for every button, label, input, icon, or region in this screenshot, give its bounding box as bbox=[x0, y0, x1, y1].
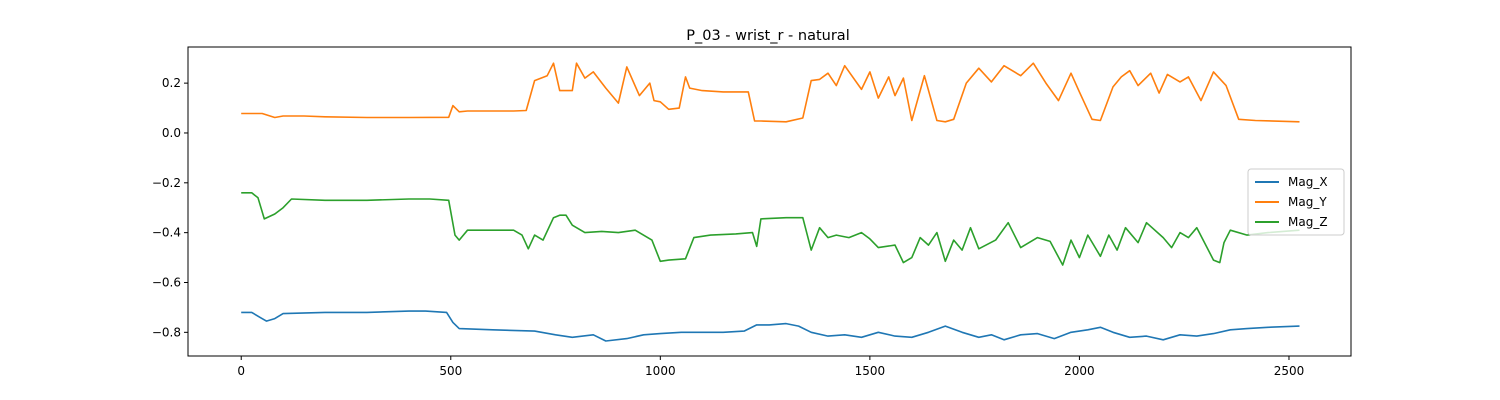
y-tick-label: −0.2 bbox=[152, 176, 181, 190]
chart-title: P_03 - wrist_r - natural bbox=[686, 28, 849, 44]
x-tick-label: 2000 bbox=[1064, 364, 1095, 378]
y-tick-label: 0.0 bbox=[162, 126, 181, 140]
series-line-mag-z bbox=[241, 192, 1300, 266]
x-tick-label: 1000 bbox=[645, 364, 676, 378]
x-axis: 0 500 1000 1500 2000 2500 bbox=[237, 356, 1304, 378]
series-line-mag-y bbox=[241, 62, 1300, 123]
plot-area bbox=[241, 62, 1300, 342]
y-tick-label: −0.4 bbox=[152, 226, 181, 240]
series-line-mag-x bbox=[241, 310, 1300, 342]
x-tick-label: 2500 bbox=[1274, 364, 1305, 378]
x-tick-label: 500 bbox=[439, 364, 462, 378]
x-tick-label: 0 bbox=[237, 364, 245, 378]
plot-frame bbox=[187, 46, 1352, 357]
legend-label-mag-x: Mag_X bbox=[1288, 175, 1328, 189]
y-tick-label: 0.2 bbox=[162, 76, 181, 90]
x-tick-label: 1500 bbox=[855, 364, 886, 378]
y-tick-label: −0.6 bbox=[152, 275, 181, 289]
legend: Mag_X Mag_Y Mag_Z bbox=[1247, 168, 1345, 236]
y-tick-label: −0.8 bbox=[152, 325, 181, 339]
y-axis: −0.8 −0.6 −0.4 −0.2 0.0 0.2 bbox=[152, 76, 188, 339]
legend-label-mag-z: Mag_Z bbox=[1288, 215, 1328, 229]
legend-label-mag-y: Mag_Y bbox=[1288, 195, 1327, 209]
legend-box bbox=[1247, 168, 1345, 236]
